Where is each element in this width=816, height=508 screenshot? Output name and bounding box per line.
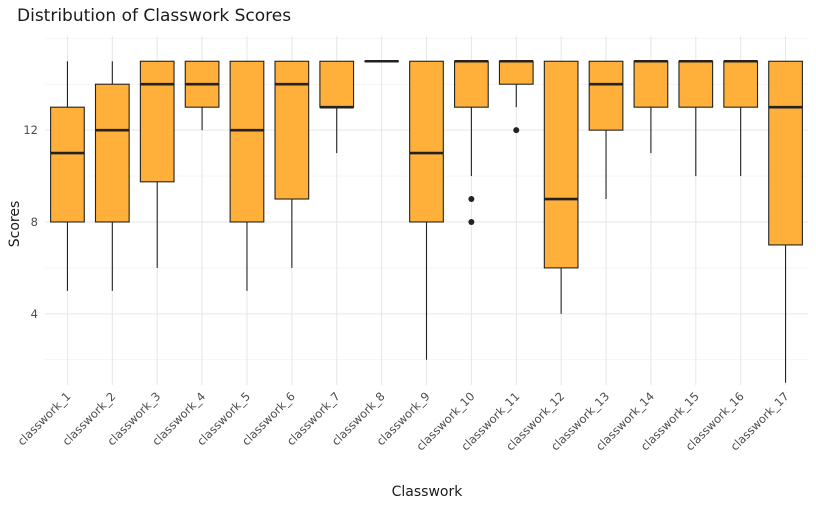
boxes: [50, 59, 803, 383]
y-axis-title: Scores: [7, 201, 23, 248]
box-body: [723, 60, 759, 108]
box-classwork_14: [633, 59, 669, 154]
box-classwork_10: [454, 59, 489, 225]
box-body: [319, 60, 355, 108]
box-classwork_16: [723, 59, 759, 177]
box-classwork_15: [678, 59, 714, 177]
box-classwork_1: [50, 61, 85, 291]
box-body: [633, 60, 669, 108]
y-tick-label: 8: [31, 215, 38, 229]
box-body: [94, 83, 130, 223]
box-classwork_6: [274, 60, 310, 268]
outlier-point: [513, 127, 520, 134]
box-classwork_11: [498, 59, 534, 134]
y-tick-label: 12: [23, 123, 38, 137]
box-classwork_12: [543, 60, 579, 314]
box-classwork_2: [94, 61, 130, 291]
box-body: [588, 60, 624, 131]
box-body: [50, 106, 85, 223]
box-body: [139, 60, 175, 183]
y-axis-ticks: 4 8 12: [23, 123, 38, 321]
x-axis-ticks: classwork_1classwork_2classwork_3classwo…: [15, 389, 792, 453]
box-classwork_4: [184, 60, 220, 131]
box-classwork_3: [139, 60, 175, 268]
box-body: [274, 60, 310, 200]
box-classwork_17: [768, 60, 803, 383]
box-body: [409, 60, 444, 223]
box-body: [229, 60, 265, 223]
box-body: [454, 60, 489, 108]
y-tick-label: 4: [31, 307, 38, 321]
box-body: [543, 60, 579, 269]
box-classwork_13: [588, 60, 624, 200]
x-axis-title: Classwork: [392, 484, 464, 500]
outlier-point: [468, 196, 475, 203]
box-body: [678, 60, 714, 108]
box-classwork_5: [229, 60, 265, 291]
outlier-point: [468, 218, 475, 225]
box-body: [768, 60, 803, 246]
box-body: [498, 60, 534, 85]
box-classwork_9: [409, 60, 444, 360]
chart-title: Distribution of Classwork Scores: [17, 6, 291, 26]
box-classwork_7: [319, 60, 355, 154]
